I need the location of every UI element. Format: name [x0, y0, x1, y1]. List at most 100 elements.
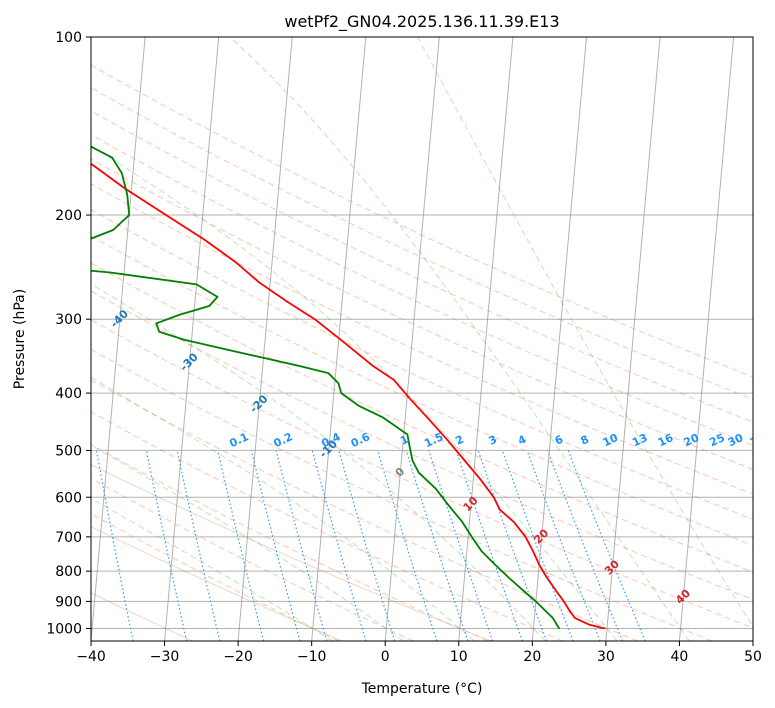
isotherm: [752, 635, 753, 641]
dewpoint-point: [195, 283, 198, 286]
dewpoint-point: [80, 141, 81, 142]
temperature-point: [532, 550, 534, 552]
mixing-ratio-label: 36: [748, 431, 768, 449]
dry-adiabat: [91, 443, 489, 641]
y-tick-label: 900: [55, 594, 82, 610]
mixing-ratio-label: 0.2: [272, 430, 295, 450]
dewpoint-point: [521, 589, 523, 591]
x-tick-label: 0: [381, 649, 390, 665]
mixing-ratio-line: [526, 450, 601, 641]
temperature-point: [546, 576, 548, 579]
dewpoint-point: [448, 505, 450, 507]
temperature-point: [499, 509, 501, 511]
dry-adiabat: [91, 411, 563, 641]
isotherm-label: 0: [393, 465, 408, 480]
temperature-point: [203, 238, 205, 241]
isotherm-label: -30: [178, 350, 201, 373]
isotherm: [605, 37, 661, 641]
dewpoint-point: [126, 194, 128, 196]
temperature-point: [464, 459, 466, 462]
temperature-point: [480, 478, 482, 481]
dewpoint-point: [411, 459, 414, 462]
reference-arc: [91, 592, 193, 641]
mixing-ratio-line: [311, 450, 367, 641]
moist-adiabat: [91, 283, 546, 641]
moist-adiabat: [91, 497, 333, 641]
isotherm-label: 30: [602, 557, 622, 577]
dewpoint-point: [508, 576, 510, 579]
dewpoint-point: [108, 271, 110, 273]
temperature-point: [493, 496, 495, 498]
mixing-ratio-line: [217, 450, 265, 641]
dry-adiabat: [91, 158, 753, 471]
dewpoint-point: [471, 536, 473, 538]
temperature-point: [588, 623, 590, 626]
dry-adiabat: [91, 64, 753, 378]
mixing-ratio-line: [405, 450, 469, 641]
x-axis-title: Temperature (°C): [361, 681, 483, 697]
plot-frame: [90, 36, 754, 642]
mixing-ratio-line: [250, 450, 301, 641]
mixing-ratio-label: 8: [578, 433, 590, 448]
dewpoint-point: [155, 322, 157, 325]
dewpoint-point: [22, 253, 23, 254]
dry-adiabat: [91, 110, 753, 423]
temperature-point: [574, 617, 576, 619]
mixing-ratio-label: 16: [656, 431, 676, 449]
moist-adiabat: [417, 37, 753, 628]
chart-title: wetPf2_GN04.2025.136.11.39.E13: [284, 12, 559, 32]
temperature-point: [538, 564, 540, 566]
dry-adiabat: [91, 87, 753, 400]
moist-adiabat: [91, 444, 404, 641]
isotherm-label: 20: [531, 526, 551, 546]
dewpoint-point: [552, 617, 554, 619]
isotherm: [384, 37, 440, 641]
temperature-point: [345, 343, 347, 345]
x-tick-label: −40: [76, 649, 106, 665]
isotherm-label: 40: [673, 586, 693, 606]
dry-adiabat: [91, 319, 753, 629]
temperature-point: [165, 214, 167, 216]
reference-arc: [91, 464, 492, 641]
y-tick-label: 700: [55, 530, 82, 546]
temperature-point: [604, 627, 606, 630]
reference-arc: [91, 526, 343, 641]
dewpoint-point: [121, 172, 123, 174]
y-tick-label: 500: [55, 443, 82, 459]
y-tick-label: 800: [55, 564, 82, 580]
mixing-ratio-label: 25: [707, 431, 726, 449]
dewpoint-point: [34, 123, 35, 124]
mixing-ratio-line: [338, 450, 396, 641]
line-labels: -100-90-80-70-60-50-40-30-20-10010203040…: [108, 307, 768, 607]
temperature-point: [446, 439, 448, 441]
y-tick-label: 300: [55, 312, 82, 328]
dry-adiabat: [91, 290, 753, 601]
dry-adiabat: [91, 262, 753, 573]
y-tick-label: 600: [55, 490, 82, 506]
temperature-point: [554, 589, 556, 591]
dry-adiabat: [91, 513, 340, 641]
x-tick-label: 20: [523, 649, 541, 665]
dewpoint-point: [178, 314, 180, 316]
mixing-ratio-label: 20: [682, 431, 702, 449]
mixing-ratio-line: [377, 450, 438, 641]
series-layer: [22, 123, 606, 630]
dewpoint-point: [480, 550, 483, 552]
dry-adiabat: [91, 208, 753, 520]
temperature-point: [314, 318, 316, 320]
dewpoint-point: [382, 416, 384, 419]
x-tick-label: 40: [671, 649, 689, 665]
mixing-ratio-line: [176, 450, 221, 641]
dewpoint-point: [340, 392, 342, 394]
mixing-ratio-label: 4: [516, 433, 529, 448]
moist-adiabat: [229, 37, 690, 641]
mixing-ratio-line: [501, 450, 574, 641]
temperature-point: [286, 300, 288, 303]
x-tick-label: 50: [744, 649, 762, 665]
moist-adiabat: [91, 145, 618, 641]
isotherm-label: -40: [108, 307, 131, 330]
y-tick-label: 100: [55, 30, 82, 46]
dewpoint-point: [418, 471, 420, 474]
mixing-ratio-label: 10: [601, 431, 621, 449]
isotherm: [164, 37, 220, 641]
